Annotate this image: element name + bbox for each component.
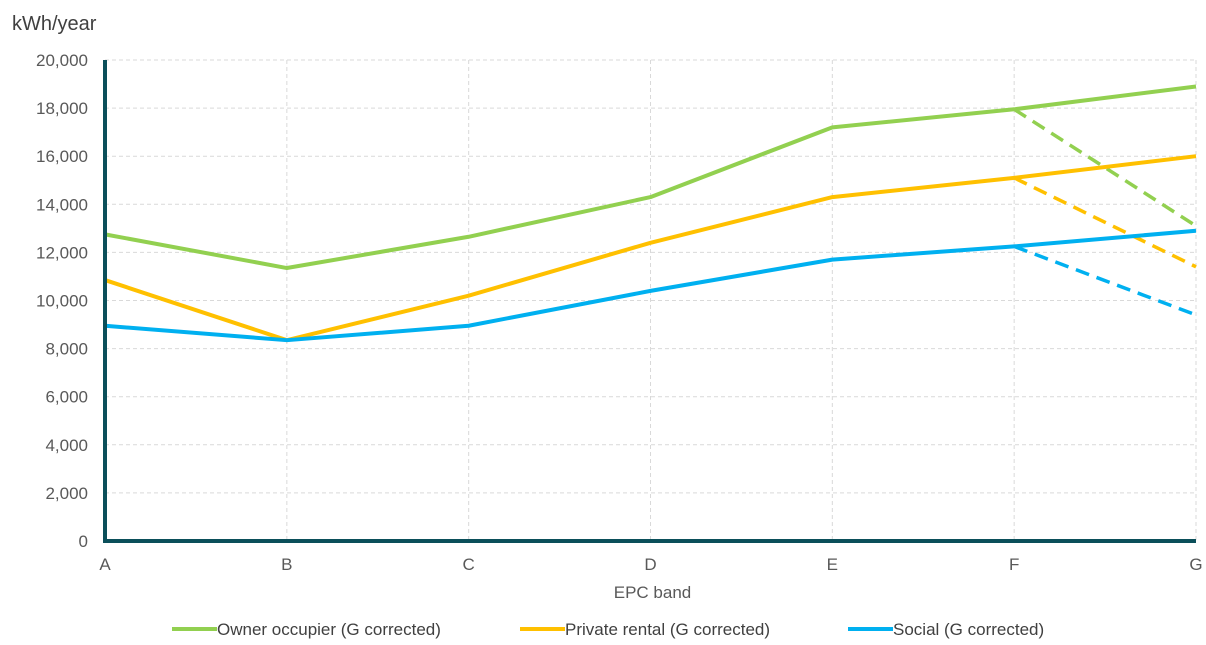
- y-tick-label: 2,000: [45, 484, 88, 503]
- legend-label: Owner occupier (G corrected): [217, 620, 441, 639]
- y-tick-label: 6,000: [45, 388, 88, 407]
- x-tick-label: F: [1009, 555, 1019, 574]
- dashed-series-line: [1013, 176, 1197, 269]
- y-tick-labels: 0 2,000 4,000 6,000 8,000 10,000 12,000 14,000 1…: [36, 51, 88, 551]
- x-tick-label: A: [99, 555, 111, 574]
- y-tick-label: 18,000: [36, 99, 88, 118]
- x-tick-labels: A B C D E F G: [99, 555, 1202, 574]
- dashed-series-line: [1013, 107, 1197, 228]
- y-axis-title: kWh/year: [12, 13, 97, 35]
- gridlines: [105, 59, 1197, 541]
- y-tick-label: 12,000: [36, 243, 88, 262]
- y-tick-label: 4,000: [45, 436, 88, 455]
- legend-label: Social (G corrected): [893, 620, 1044, 639]
- y-tick-label: 10,000: [36, 292, 88, 311]
- series-line: [104, 228, 1197, 343]
- y-tick-label: 16,000: [36, 147, 88, 166]
- y-tick-label: 0: [79, 532, 88, 551]
- x-tick-label: C: [463, 555, 475, 574]
- series-lines: [104, 84, 1197, 343]
- axes: [103, 60, 1196, 543]
- legend-label: Private rental (G corrected): [565, 620, 770, 639]
- x-tick-label: B: [281, 555, 292, 574]
- x-tick-label: D: [644, 555, 656, 574]
- x-axis-title: EPC band: [614, 583, 692, 602]
- x-tick-label: G: [1189, 555, 1202, 574]
- y-tick-label: 14,000: [36, 195, 88, 214]
- x-tick-label: E: [827, 555, 838, 574]
- y-tick-label: 20,000: [36, 51, 88, 70]
- legend: Owner occupier (G corrected) Private rent…: [172, 620, 1044, 639]
- series-line: [104, 84, 1197, 271]
- dashed-series-line: [1013, 244, 1197, 317]
- y-tick-label: 8,000: [45, 340, 88, 359]
